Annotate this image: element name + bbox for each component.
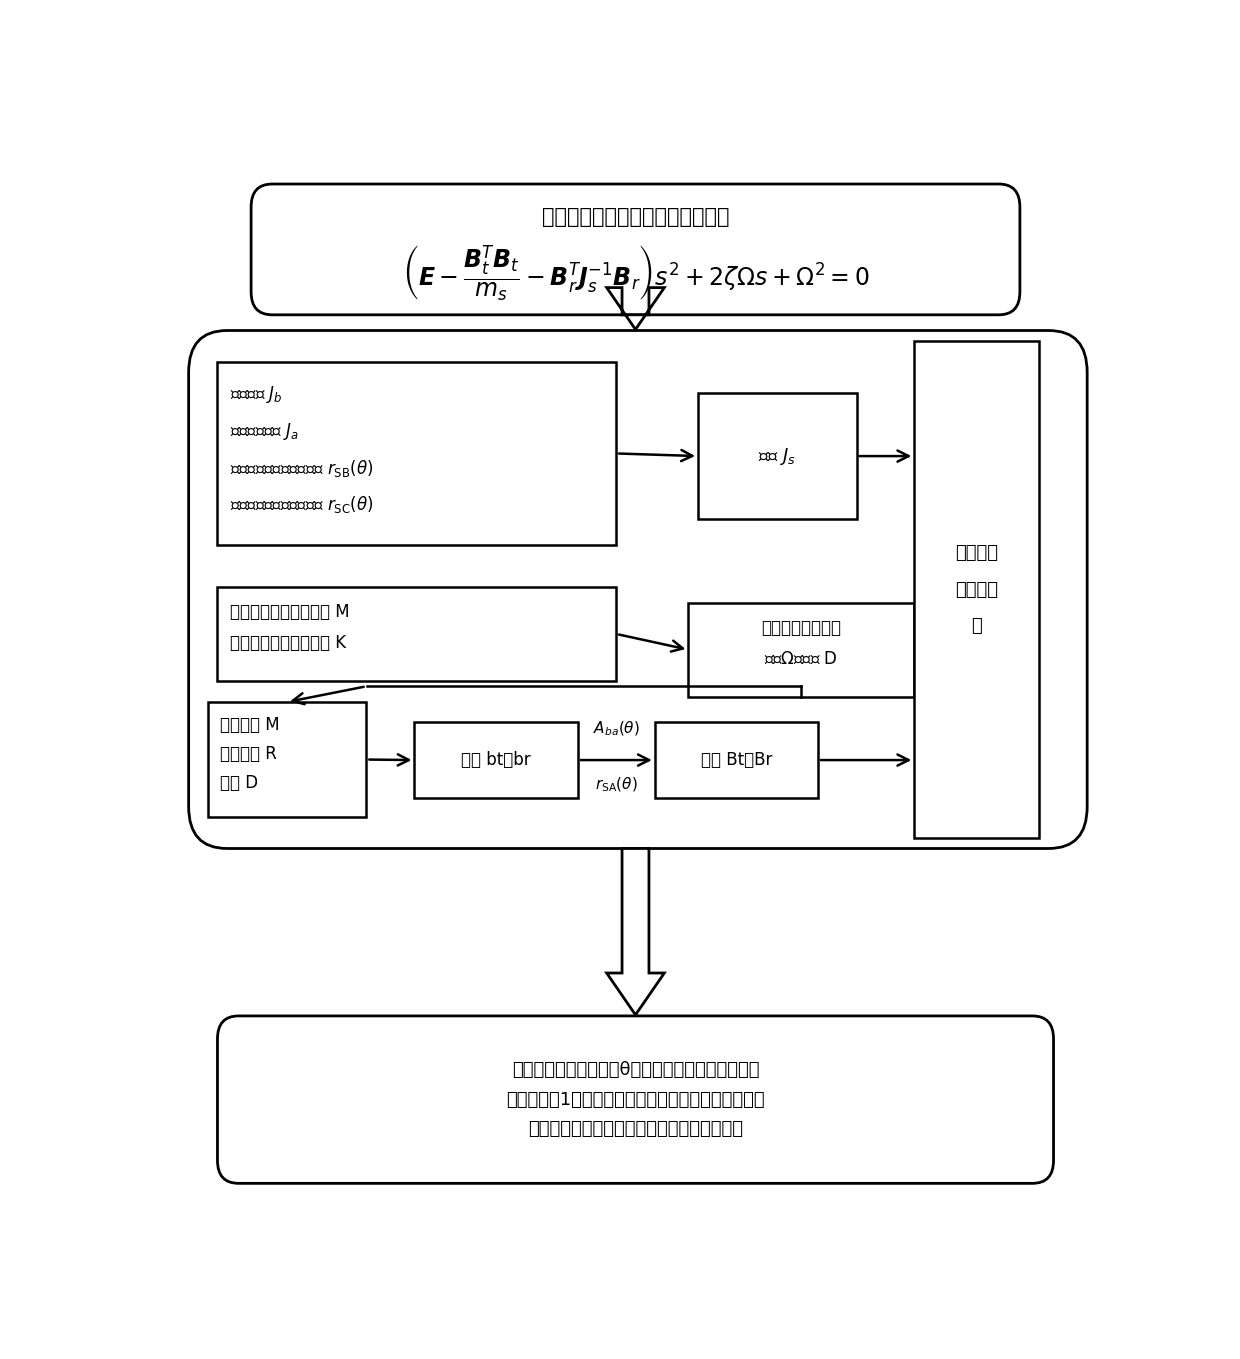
Bar xyxy=(217,361,616,545)
Bar xyxy=(698,393,857,519)
Text: 挠性太阳阵的刚度矩阵 K: 挠性太阳阵的刚度矩阵 K xyxy=(229,635,346,652)
FancyBboxPatch shape xyxy=(217,1017,1054,1184)
Text: 整星质心到本体质心矢量 $r_{\rm SB}(\theta)$: 整星质心到本体质心矢量 $r_{\rm SB}(\theta)$ xyxy=(229,458,373,478)
Bar xyxy=(914,341,1039,839)
Text: 频率$\Omega$和阵型 D: 频率$\Omega$和阵型 D xyxy=(764,650,838,669)
Text: 阵型 D: 阵型 D xyxy=(221,773,258,791)
Bar xyxy=(688,602,914,697)
Text: 求取 Bt、Br: 求取 Bt、Br xyxy=(701,752,773,769)
Text: 求取 $J_s$: 求取 $J_s$ xyxy=(759,446,796,466)
Text: 质量矩阵 M: 质量矩阵 M xyxy=(221,716,280,734)
Bar xyxy=(655,722,818,798)
Text: 对应挠性附件不同位置θ，求取特征方程系数，求解
特征方程（1），得到对应位置的整星系统模态，从而
获得整星系统模态随挠性附件位置变化的规律: 对应挠性附件不同位置θ，求取特征方程系数，求解 特征方程（1），得到对应位置的整… xyxy=(506,1061,765,1137)
Text: 有限元分析求取：: 有限元分析求取： xyxy=(761,618,841,637)
Bar xyxy=(414,722,578,798)
Bar xyxy=(217,587,616,681)
Text: 整星系统结构动力学特征方程建立: 整星系统结构动力学特征方程建立 xyxy=(542,207,729,227)
Text: 整星动力
学特征方
程: 整星动力 学特征方 程 xyxy=(955,545,998,635)
Text: $r_{\rm SA}(\theta)$: $r_{\rm SA}(\theta)$ xyxy=(595,776,637,795)
Text: 求取 bt、br: 求取 bt、br xyxy=(461,752,531,769)
Bar xyxy=(208,703,367,817)
Text: $A_{ba}(\theta)$: $A_{ba}(\theta)$ xyxy=(593,719,640,738)
Text: 挠性太阳阵的质量矩阵 M: 挠性太阳阵的质量矩阵 M xyxy=(229,603,350,621)
Polygon shape xyxy=(606,288,665,329)
Text: 本体惯量 $J_b$: 本体惯量 $J_b$ xyxy=(229,385,283,405)
Polygon shape xyxy=(606,848,665,1015)
Text: 位移矩阵 R: 位移矩阵 R xyxy=(221,745,278,762)
FancyBboxPatch shape xyxy=(188,330,1087,848)
Text: $\left(\boldsymbol{E}-\dfrac{\boldsymbol{B}_t^T\boldsymbol{B}_t}{m_s}-\boldsymbo: $\left(\boldsymbol{E}-\dfrac{\boldsymbol… xyxy=(402,243,869,303)
Text: 挠性附件惯量 $J_a$: 挠性附件惯量 $J_a$ xyxy=(229,421,299,442)
Text: 整星质心到附件质心矢量 $r_{\rm SC}(\theta)$: 整星质心到附件质心矢量 $r_{\rm SC}(\theta)$ xyxy=(229,495,373,515)
FancyBboxPatch shape xyxy=(250,183,1019,315)
